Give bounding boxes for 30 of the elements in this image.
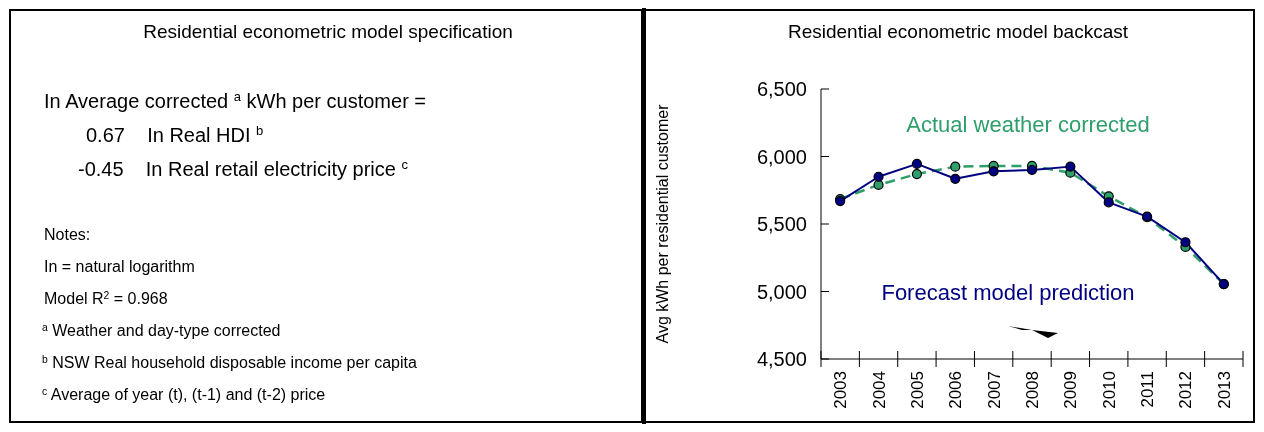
y-tick-label: 4,500	[756, 348, 807, 370]
y-tick-label: 5,500	[756, 213, 807, 235]
x-tick-label: 2008	[1023, 371, 1042, 409]
text: In = natural logarithm	[44, 258, 195, 275]
x-tick-label: 2005	[907, 371, 927, 409]
text: Residential econometric model specification	[143, 21, 513, 42]
x-tick-label: 2009	[1061, 371, 1081, 409]
y-tick-label: 5,000	[756, 280, 807, 303]
x-tick-label: 2011	[1138, 371, 1158, 408]
x-tick-label: 2007	[984, 371, 1004, 409]
chart-title: Residential econometric model backcast	[787, 21, 1129, 42]
x-tick-label: 2003	[831, 371, 851, 409]
text: $^{a}$ Weather and day-type corrected	[42, 321, 281, 339]
x-tick-label: 2013	[1214, 371, 1234, 409]
text: $^{c}$ Average of year (t), (t-1) and (t-2) price	[42, 385, 326, 403]
text: Forecast model prediction	[881, 279, 1135, 305]
x-tick-label: 2004	[869, 371, 889, 409]
text: -0.45 In Real retail electricity price $^{c}$	[78, 156, 409, 180]
y-axis-title: Avg kWh per residential customer	[654, 103, 671, 344]
x-tick-label: 2010	[1099, 371, 1119, 409]
text: Notes:	[44, 226, 91, 243]
x-tick-label: 2006	[946, 371, 966, 409]
text: Model R$^{2}$ = 0.968	[44, 289, 168, 307]
y-tick-label: 6,000	[756, 145, 807, 168]
x-tick-label: 2012	[1176, 371, 1196, 409]
series-label: Actual weather corrected	[906, 112, 1150, 138]
text: $^{b}$ NSW Real household disposable income per capita	[42, 353, 417, 371]
text: In Average corrected $^{a}$ kWh per customer =	[44, 88, 427, 112]
y-tick-label: 6,500	[756, 78, 807, 100]
text: 0.67 In Real HDI $^{b}$	[86, 122, 264, 146]
